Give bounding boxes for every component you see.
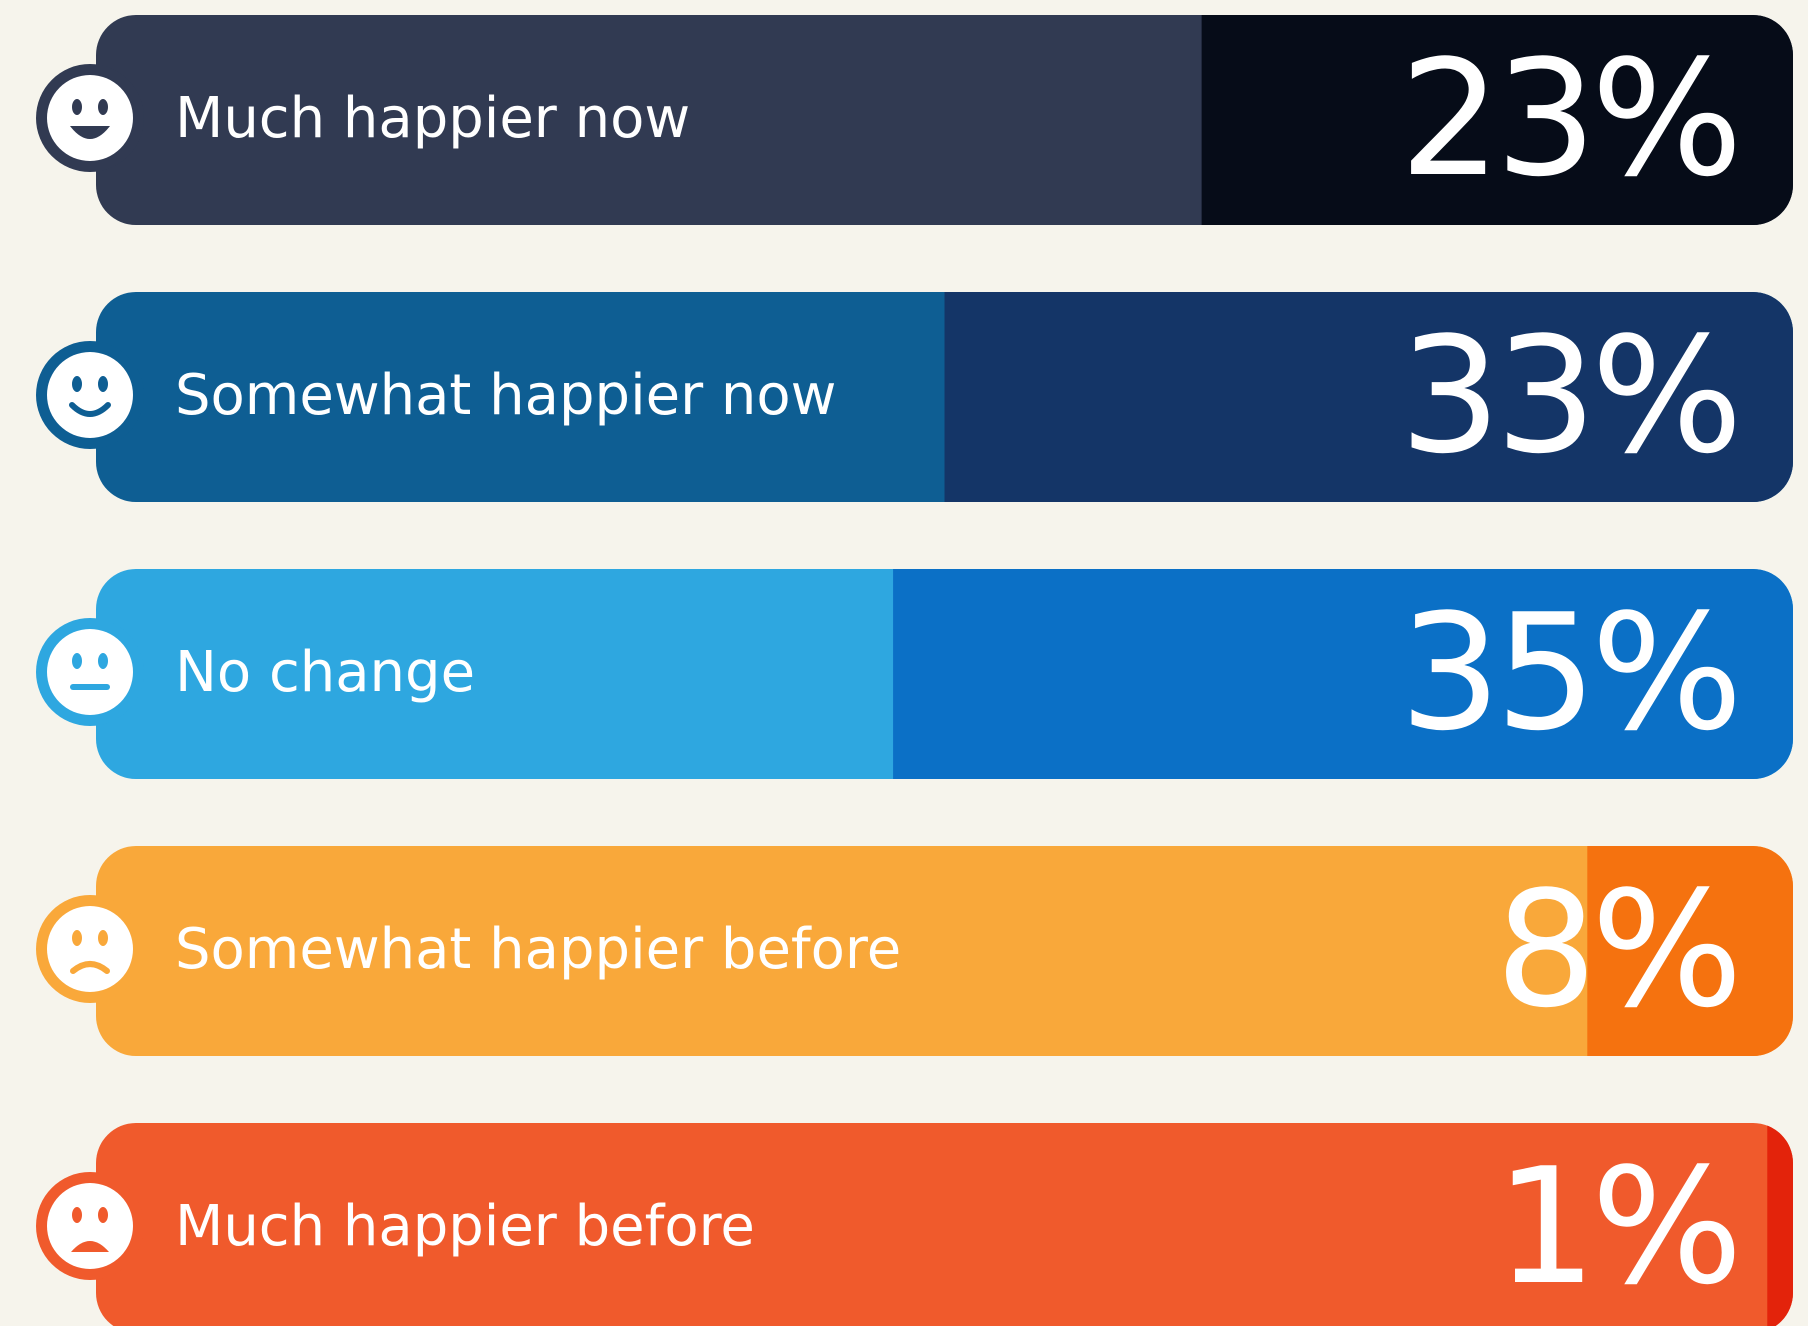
bar-row — [96, 1123, 1793, 1326]
value-label: 35% — [1399, 579, 1737, 766]
bar — [1767, 1123, 1793, 1326]
bar-row — [96, 569, 1793, 779]
category-label: Somewhat happier before — [175, 917, 901, 982]
icon-eye — [72, 376, 82, 392]
value-label: 1% — [1495, 1133, 1737, 1320]
bar-background — [96, 846, 1793, 1056]
category-label: Somewhat happier now — [175, 363, 836, 428]
icon-eye — [72, 930, 82, 946]
category-label: Much happier before — [175, 1194, 755, 1259]
icon-eye — [98, 930, 108, 946]
icon-mouth — [71, 1241, 109, 1252]
icon-face — [47, 906, 133, 992]
bar-row — [96, 292, 1793, 502]
bar — [1587, 846, 1793, 1056]
bar-row — [96, 15, 1793, 225]
icon-eye — [72, 1207, 82, 1223]
icon-mouth — [69, 402, 111, 417]
bar-background — [96, 1123, 1793, 1326]
bar — [1201, 15, 1793, 225]
bar — [893, 569, 1793, 779]
icon-eye — [98, 376, 108, 392]
bar — [944, 292, 1793, 502]
icon-eye — [98, 1207, 108, 1223]
icon-face — [47, 352, 133, 438]
category-label: Much happier now — [175, 86, 690, 151]
icon-face — [47, 629, 133, 715]
icon-eye — [98, 99, 108, 115]
icon-mouth — [70, 126, 110, 139]
icon-mouth — [70, 961, 110, 974]
value-label: 33% — [1399, 302, 1737, 489]
icon-eye — [98, 653, 108, 669]
icon-face — [47, 75, 133, 161]
icon-eye — [72, 653, 82, 669]
icon-face — [47, 1183, 133, 1269]
value-label: 8% — [1495, 856, 1737, 1043]
value-label: 23% — [1399, 25, 1737, 212]
category-label: No change — [175, 640, 475, 705]
bar-row — [96, 846, 1793, 1056]
icon-eye — [72, 99, 82, 115]
